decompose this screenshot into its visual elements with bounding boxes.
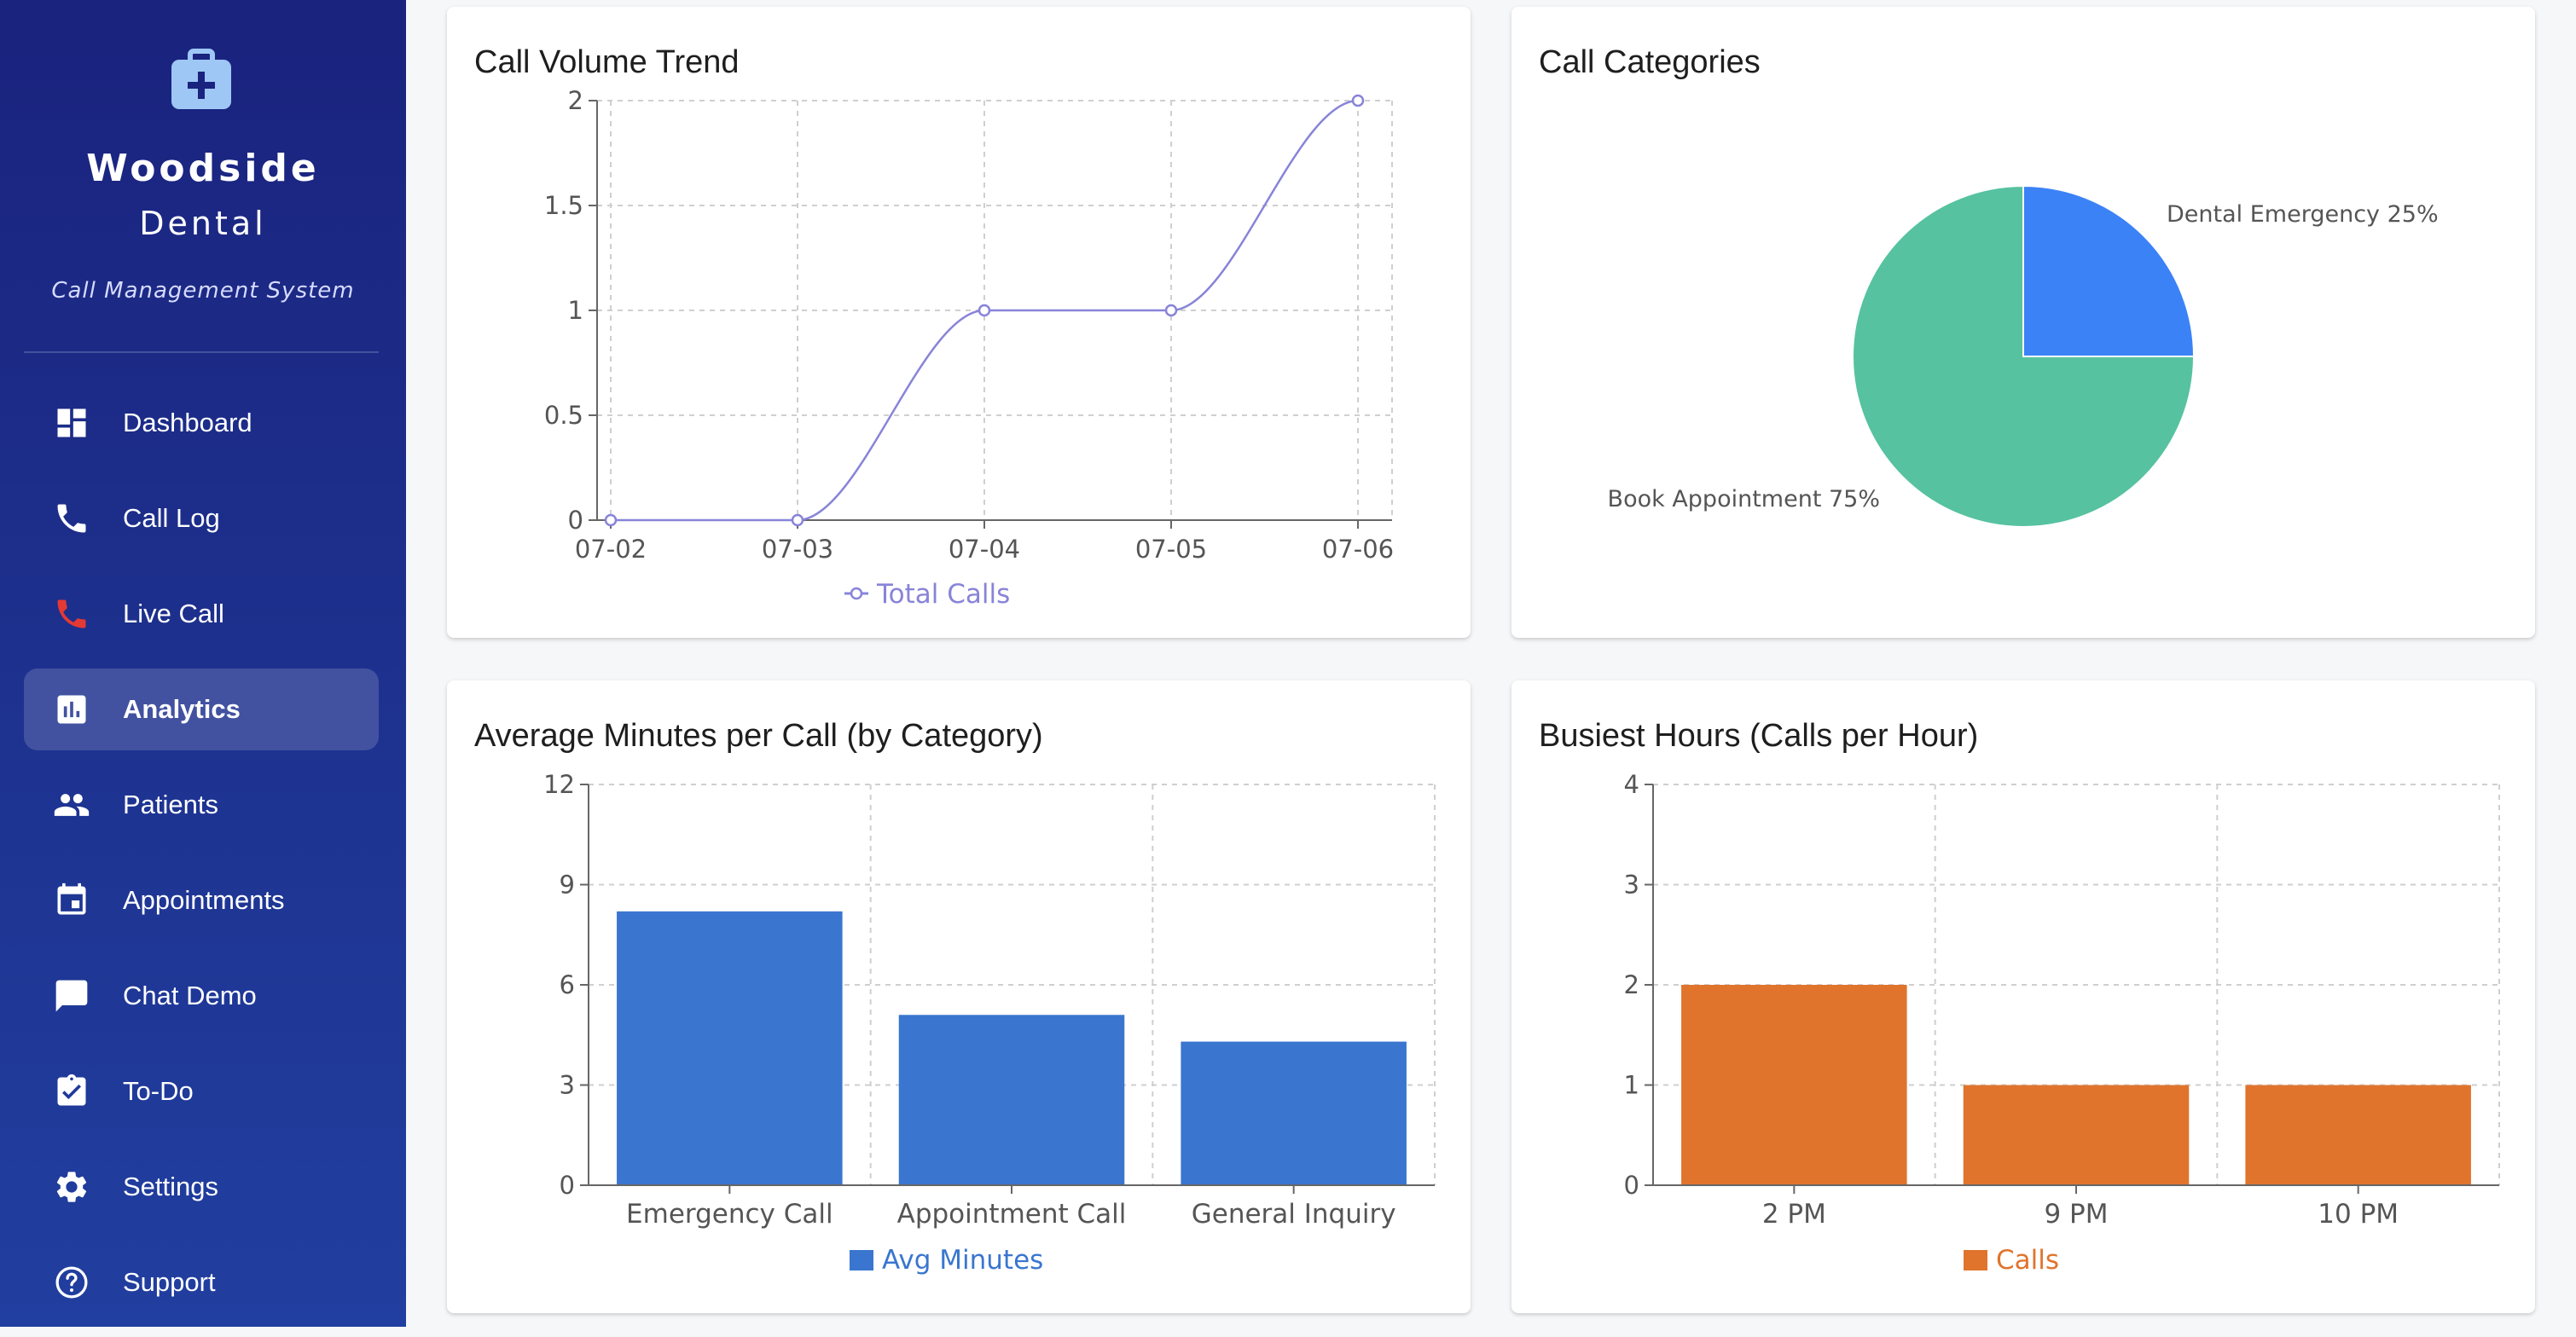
sidebar-item-to-do[interactable]: To-Do: [24, 1050, 379, 1132]
card-title: Average Minutes per Call (by Category): [474, 718, 1043, 754]
x-tick-label: 2 PM: [1762, 1199, 1826, 1230]
x-tick-label: General Inquiry: [1192, 1199, 1396, 1230]
calendar-icon: [57, 883, 86, 915]
bar: [2245, 1085, 2471, 1185]
y-tick-label: 2: [568, 86, 583, 115]
bar: [1681, 985, 1907, 1185]
card-title: Busiest Hours (Calls per Hour): [1539, 718, 1979, 754]
sidebar-item-chat-demo[interactable]: Chat Demo: [24, 955, 379, 1037]
x-tick-label: 07-05: [1135, 535, 1207, 564]
y-tick-label: 0: [560, 1171, 575, 1200]
data-point: [978, 304, 991, 317]
sidebar-item-label: Settings: [123, 1172, 219, 1201]
sidebar-item-label: Chat Demo: [123, 981, 257, 1010]
sidebar-item-patients[interactable]: Patients: [24, 764, 379, 846]
y-tick-label: 0: [1624, 1171, 1639, 1200]
help-icon: [55, 1266, 88, 1299]
sidebar-item-settings[interactable]: Settings: [24, 1146, 379, 1228]
sidebar-item-appointments[interactable]: Appointments: [24, 860, 379, 941]
sidebar-item-label: To-Do: [123, 1076, 194, 1106]
sidebar-item-call-log[interactable]: Call Log: [24, 478, 379, 559]
phone-icon: [57, 504, 86, 533]
medical-kit-icon: [171, 49, 231, 109]
sidebar-item-label: Analytics: [123, 694, 241, 724]
y-tick-label: 2: [1624, 970, 1639, 999]
sidebar-item-live-call[interactable]: Live Call: [24, 573, 379, 655]
people-icon: [54, 794, 90, 816]
sidebar-item-label: Patients: [123, 790, 219, 819]
sidebar-item-label: Appointments: [123, 885, 285, 915]
brand-tagline: Call Management System: [51, 278, 355, 304]
sidebar-item-label: Call Log: [123, 503, 220, 533]
y-tick-label: 3: [1624, 871, 1639, 900]
call-categories-pie-chart: Dental Emergency 25% Book Appointment 75%: [1608, 184, 2439, 528]
gear-icon: [56, 1172, 87, 1202]
y-tick-label: 1: [1624, 1071, 1639, 1100]
legend-label: Total Calls: [876, 579, 1010, 610]
call-volume-line-chart: 0 0.5 1 1.5 2 07-02 07-03 07-04 07-05 07-06 Total …: [544, 86, 1394, 610]
legend-label: Avg Minutes: [882, 1245, 1043, 1276]
avg-minutes-bar-chart: 0 3 6 9 12 Emergency Call Appointment Call Gene…: [543, 770, 1436, 1276]
dashboard-icon: [57, 408, 86, 437]
pie-slice: [2022, 184, 2196, 357]
sidebar-item-dashboard[interactable]: Dashboard: [24, 382, 379, 464]
x-tick-label: 10 PM: [2318, 1199, 2399, 1230]
y-tick-label: 0.5: [544, 401, 583, 430]
legend-label: Calls: [1996, 1245, 2059, 1276]
avg-minutes-card: Average Minutes per Call (by Category) 0…: [447, 680, 1471, 1313]
sidebar-item-analytics[interactable]: Analytics: [24, 668, 379, 750]
analytics-icon: [57, 695, 86, 724]
x-tick-label: 07-04: [949, 535, 1020, 564]
busiest-hours-card: Busiest Hours (Calls per Hour) 0 1 2 3 4 2 PM…: [1511, 680, 2535, 1313]
x-tick-label: 07-06: [1322, 535, 1394, 564]
y-tick-label: 12: [543, 770, 575, 799]
brand-name: Woodside: [86, 147, 320, 190]
sidebar-divider: [24, 351, 379, 353]
y-tick-label: 9: [560, 871, 575, 900]
legend-swatch: [850, 1250, 873, 1270]
x-tick-label: 07-03: [762, 535, 833, 564]
card-title: Call Volume Trend: [474, 44, 740, 80]
pie-slice-label: Dental Emergency 25%: [2167, 201, 2439, 228]
x-tick-label: 07-02: [575, 535, 647, 564]
legend-swatch: [1964, 1250, 1987, 1270]
y-tick-label: 1.5: [544, 191, 583, 220]
sidebar-item-label: Live Call: [123, 599, 224, 628]
sidebar-nav: Dashboard Call Log Live Call Analytics P…: [24, 382, 379, 1337]
phone-live-icon: [57, 599, 86, 628]
y-tick-label: 1: [568, 296, 583, 325]
card-title: Call Categories: [1539, 44, 1761, 80]
clipboard-check-icon: [57, 1074, 86, 1106]
sidebar-item-label: Dashboard: [123, 408, 252, 437]
x-tick-label: Emergency Call: [626, 1199, 833, 1230]
y-tick-label: 0: [568, 506, 583, 535]
pie-slice: [1852, 184, 2196, 528]
y-tick-label: 6: [560, 970, 575, 999]
data-point: [791, 513, 804, 527]
y-tick-label: 3: [560, 1071, 575, 1100]
chat-icon: [55, 980, 88, 1012]
data-point: [604, 513, 618, 527]
sidebar: Woodside Dental Call Management System D…: [0, 0, 406, 1327]
data-point: [1164, 304, 1178, 317]
y-tick-label: 4: [1624, 770, 1639, 799]
busiest-hours-bar-chart: 0 1 2 3 4 2 PM 9 PM 10 PM Calls: [1624, 770, 2500, 1276]
x-tick-label: 9 PM: [2044, 1199, 2108, 1230]
bar: [898, 1015, 1125, 1185]
brand-subname: Dental: [139, 205, 267, 242]
sidebar-item-label: Support: [123, 1267, 216, 1297]
data-point: [1351, 94, 1365, 107]
sidebar-item-support[interactable]: Support: [24, 1242, 379, 1323]
bar: [617, 911, 843, 1185]
bar: [1181, 1041, 1407, 1185]
call-volume-card: Call Volume Trend 0 0.5 1 1.5 2 07-02 07-03 07-…: [447, 7, 1471, 638]
pie-slice-label: Book Appointment 75%: [1608, 486, 1880, 512]
call-categories-card: Call Categories Dental Emergency 25% Book…: [1511, 7, 2535, 638]
bar: [1963, 1085, 2190, 1185]
x-tick-label: Appointment Call: [897, 1199, 1127, 1230]
legend-marker: [850, 587, 863, 600]
